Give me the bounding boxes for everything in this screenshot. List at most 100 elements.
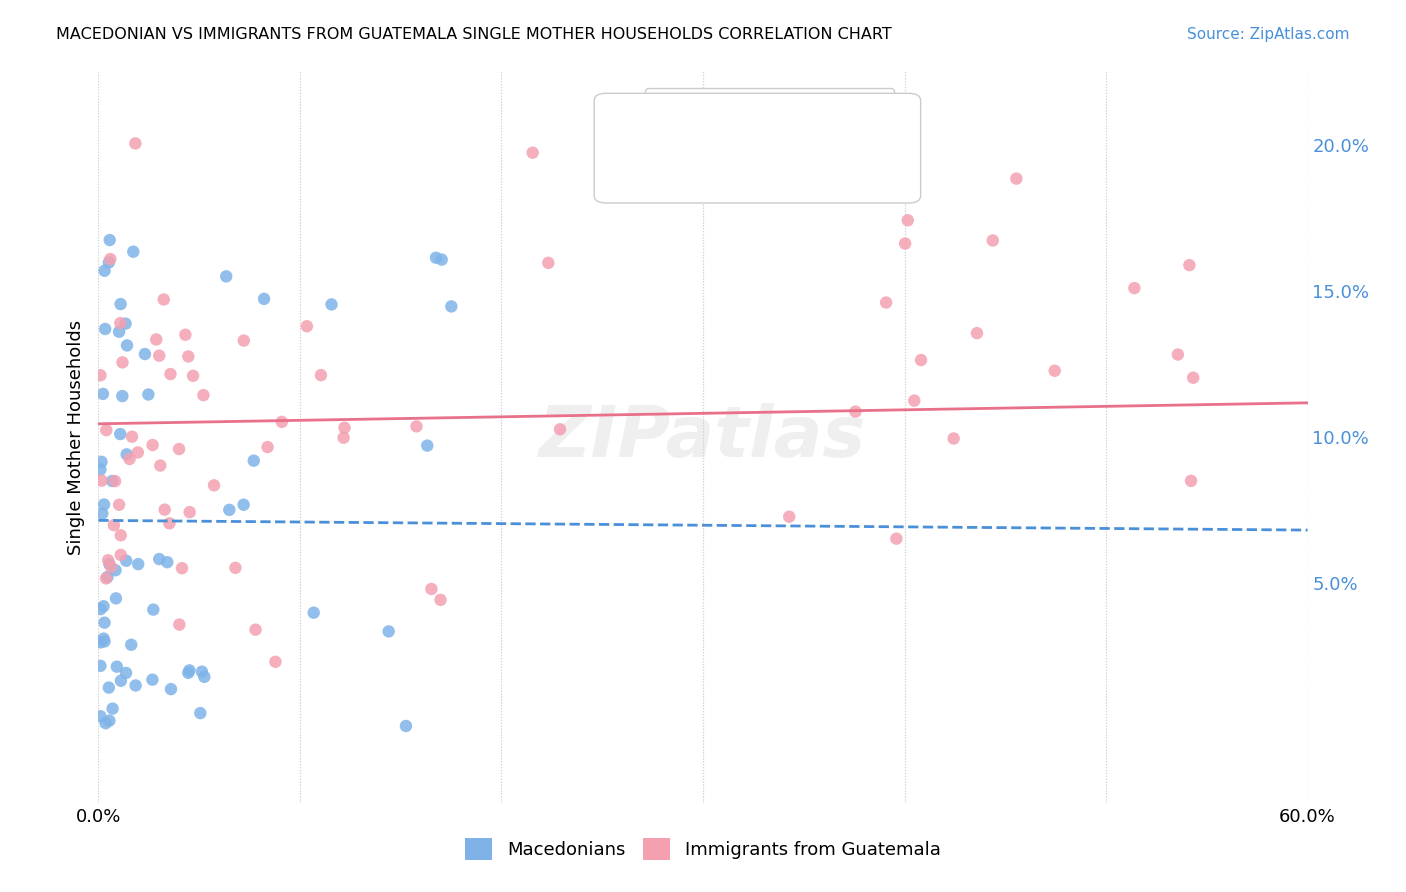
Point bbox=[232, 498, 254, 512]
Point bbox=[256, 440, 278, 454]
Point bbox=[100, 560, 122, 574]
Point bbox=[181, 368, 204, 383]
Point bbox=[148, 552, 170, 566]
Point bbox=[377, 624, 399, 639]
Point bbox=[115, 447, 138, 461]
Point bbox=[124, 678, 146, 692]
Point bbox=[1005, 171, 1028, 186]
Point bbox=[522, 145, 544, 160]
Point bbox=[90, 455, 112, 469]
Point bbox=[138, 387, 160, 401]
Point bbox=[1167, 347, 1189, 361]
Point bbox=[942, 432, 965, 446]
Point bbox=[242, 453, 264, 467]
Point bbox=[295, 319, 318, 334]
Point bbox=[245, 623, 267, 637]
Point bbox=[177, 350, 200, 364]
Point bbox=[98, 714, 121, 728]
Point bbox=[89, 635, 111, 649]
Point bbox=[93, 263, 115, 277]
Point bbox=[93, 498, 115, 512]
Point bbox=[93, 632, 115, 646]
Point bbox=[115, 554, 138, 568]
Point bbox=[148, 349, 170, 363]
Point bbox=[110, 427, 132, 442]
Point bbox=[91, 387, 114, 401]
Point bbox=[425, 251, 447, 265]
Point bbox=[127, 445, 149, 459]
Point bbox=[1043, 364, 1066, 378]
Point bbox=[104, 563, 127, 577]
Point bbox=[89, 368, 111, 383]
Point bbox=[910, 353, 932, 368]
Point bbox=[395, 719, 418, 733]
Point bbox=[118, 452, 141, 467]
Point bbox=[97, 255, 120, 269]
Point bbox=[122, 244, 145, 259]
Point bbox=[844, 404, 866, 418]
Point bbox=[153, 502, 176, 516]
Point bbox=[93, 615, 115, 630]
Point bbox=[420, 582, 443, 596]
Point bbox=[156, 555, 179, 569]
Point bbox=[264, 655, 287, 669]
Point bbox=[1123, 281, 1146, 295]
Point bbox=[96, 423, 118, 437]
Point bbox=[110, 316, 132, 330]
Point bbox=[145, 333, 167, 347]
Point bbox=[332, 431, 354, 445]
Point bbox=[111, 389, 134, 403]
Point bbox=[120, 638, 142, 652]
Point bbox=[179, 664, 201, 678]
Point bbox=[159, 367, 181, 381]
Point bbox=[966, 326, 988, 340]
Point bbox=[97, 553, 120, 567]
Point bbox=[98, 557, 121, 571]
Point bbox=[270, 415, 292, 429]
Point bbox=[108, 325, 131, 339]
Point bbox=[110, 528, 132, 542]
Point bbox=[903, 393, 925, 408]
Point bbox=[333, 421, 356, 435]
Point bbox=[142, 602, 165, 616]
Point bbox=[104, 591, 127, 606]
Point bbox=[778, 509, 800, 524]
Point bbox=[93, 634, 115, 648]
Point bbox=[167, 442, 190, 456]
Point bbox=[224, 561, 246, 575]
Point bbox=[90, 474, 112, 488]
Point bbox=[91, 507, 114, 521]
Point bbox=[115, 338, 138, 352]
Point bbox=[440, 300, 463, 314]
Point bbox=[177, 665, 200, 680]
Point bbox=[149, 458, 172, 473]
Point bbox=[89, 602, 111, 616]
Legend: Macedonians, Immigrants from Guatemala: Macedonians, Immigrants from Guatemala bbox=[458, 830, 948, 867]
Point bbox=[110, 297, 132, 311]
Text: Source: ZipAtlas.com: Source: ZipAtlas.com bbox=[1187, 27, 1350, 42]
Point bbox=[232, 334, 254, 348]
Point bbox=[121, 430, 143, 444]
Point bbox=[169, 617, 191, 632]
Point bbox=[141, 673, 163, 687]
Point bbox=[94, 716, 117, 731]
Point bbox=[875, 295, 897, 310]
Point bbox=[98, 233, 121, 247]
Point bbox=[105, 659, 128, 673]
Point bbox=[321, 297, 343, 311]
Point bbox=[886, 532, 908, 546]
Point bbox=[416, 439, 439, 453]
Point bbox=[114, 317, 136, 331]
Point bbox=[101, 701, 124, 715]
Point bbox=[253, 292, 276, 306]
Point bbox=[302, 606, 325, 620]
Point bbox=[202, 478, 225, 492]
Point bbox=[124, 136, 146, 151]
Point bbox=[309, 368, 332, 383]
FancyBboxPatch shape bbox=[595, 94, 921, 203]
Point bbox=[429, 592, 451, 607]
Point bbox=[111, 355, 134, 369]
Point bbox=[215, 269, 238, 284]
Point bbox=[108, 498, 131, 512]
Point bbox=[115, 665, 138, 680]
